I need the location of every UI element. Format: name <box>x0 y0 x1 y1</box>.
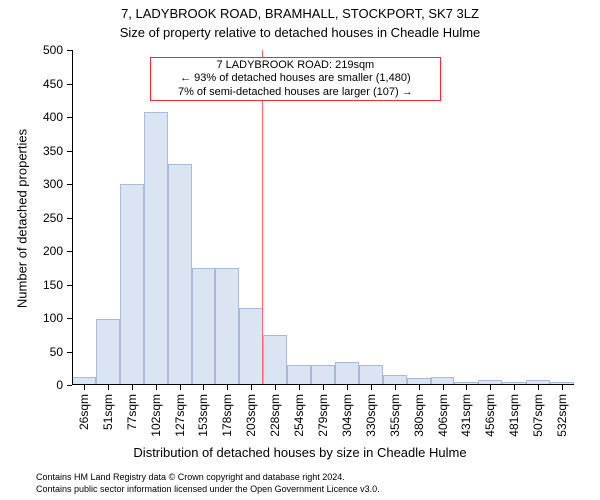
x-tick-mark <box>156 385 157 390</box>
y-tick-label: 0 <box>0 378 63 392</box>
x-tick-mark <box>251 385 252 390</box>
plot-area: 7 LADYBROOK ROAD: 219sqm← 93% of detache… <box>72 50 574 385</box>
y-tick-label: 300 <box>0 177 63 191</box>
histogram-bar <box>144 112 168 385</box>
x-tick-mark <box>323 385 324 390</box>
y-tick-label: 150 <box>0 278 63 292</box>
y-tick-label: 500 <box>0 43 63 57</box>
x-axis-label: Distribution of detached houses by size … <box>0 445 600 460</box>
x-tick-mark <box>180 385 181 390</box>
y-tick-mark <box>67 117 72 118</box>
y-tick-label: 400 <box>0 110 63 124</box>
y-tick-mark <box>67 352 72 353</box>
credit-line2: Contains public sector information licen… <box>36 484 380 494</box>
histogram-bar <box>287 365 311 385</box>
x-tick-mark <box>395 385 396 390</box>
x-tick-mark <box>419 385 420 390</box>
y-tick-label: 450 <box>0 77 63 91</box>
y-tick-label: 100 <box>0 311 63 325</box>
x-tick-mark <box>490 385 491 390</box>
x-tick-mark <box>562 385 563 390</box>
histogram-bar <box>120 184 144 385</box>
histogram-bar <box>192 268 216 385</box>
chart-canvas: { "title": { "line1": "7, LADYBROOK ROAD… <box>0 0 600 500</box>
x-tick-mark <box>371 385 372 390</box>
y-tick-mark <box>67 84 72 85</box>
y-tick-mark <box>67 50 72 51</box>
chart-title-line1: 7, LADYBROOK ROAD, BRAMHALL, STOCKPORT, … <box>0 6 600 21</box>
y-tick-mark <box>67 184 72 185</box>
x-tick-mark <box>299 385 300 390</box>
histogram-bar <box>335 362 359 385</box>
histogram-bar <box>215 268 239 385</box>
x-tick-mark <box>203 385 204 390</box>
y-tick-mark <box>67 251 72 252</box>
y-tick-label: 50 <box>0 345 63 359</box>
x-tick-mark <box>538 385 539 390</box>
histogram-bar <box>239 308 263 385</box>
y-axis-label: Number of detached properties <box>15 69 30 369</box>
x-tick-mark <box>466 385 467 390</box>
y-tick-label: 350 <box>0 144 63 158</box>
x-tick-mark <box>514 385 515 390</box>
annotation-line: 7 LADYBROOK ROAD: 219sqm <box>154 59 437 73</box>
y-tick-mark <box>67 218 72 219</box>
y-tick-label: 250 <box>0 211 63 225</box>
x-tick-mark <box>227 385 228 390</box>
histogram-bar <box>311 365 335 385</box>
x-tick-mark <box>347 385 348 390</box>
y-tick-mark <box>67 318 72 319</box>
x-tick-mark <box>84 385 85 390</box>
chart-title-line2: Size of property relative to detached ho… <box>0 25 600 40</box>
histogram-bar <box>263 335 287 385</box>
annotation-box: 7 LADYBROOK ROAD: 219sqm← 93% of detache… <box>150 57 441 101</box>
y-tick-mark <box>67 285 72 286</box>
y-tick-mark <box>67 151 72 152</box>
x-tick-mark <box>275 385 276 390</box>
credit-line1: Contains HM Land Registry data © Crown c… <box>36 472 345 482</box>
histogram-bar <box>168 164 192 385</box>
annotation-line: 7% of semi-detached houses are larger (1… <box>154 86 437 100</box>
x-tick-mark <box>108 385 109 390</box>
histogram-bar <box>96 319 120 385</box>
x-tick-mark <box>443 385 444 390</box>
y-tick-mark <box>67 385 72 386</box>
x-tick-mark <box>132 385 133 390</box>
y-axis-line <box>72 50 73 385</box>
y-tick-label: 200 <box>0 244 63 258</box>
annotation-line: ← 93% of detached houses are smaller (1,… <box>154 72 437 86</box>
histogram-bar <box>359 365 383 385</box>
